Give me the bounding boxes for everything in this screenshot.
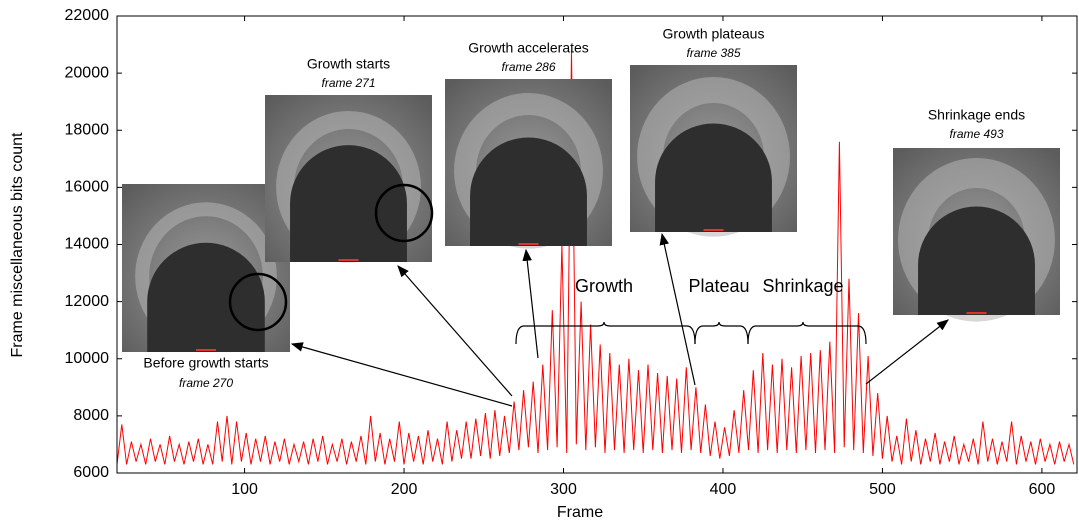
annotation-frame: frame 271 bbox=[321, 76, 375, 90]
annotation-title: Growth plateaus bbox=[663, 26, 765, 42]
annotation-frame: frame 270 bbox=[179, 376, 233, 390]
annotation-title: Growth starts bbox=[307, 56, 390, 72]
overlays: Before growth starts frame 270 Growth star… bbox=[122, 26, 1060, 407]
inset-image bbox=[893, 148, 1060, 322]
y-tick-label: 6000 bbox=[73, 464, 109, 481]
highlight-circle bbox=[374, 183, 434, 243]
x-tick-label: 600 bbox=[1029, 481, 1056, 498]
y-tick-label: 14000 bbox=[65, 236, 110, 253]
annotation-frame: frame 286 bbox=[501, 60, 555, 74]
annotation-title: Shrinkage ends bbox=[928, 107, 1025, 123]
x-tick-label: 500 bbox=[869, 481, 896, 498]
x-tick-label: 200 bbox=[391, 481, 418, 498]
inset-image bbox=[122, 184, 290, 352]
brace bbox=[694, 321, 749, 345]
highlight-circle bbox=[228, 272, 288, 332]
x-tick-label: 300 bbox=[550, 481, 577, 498]
y-tick-label: 22000 bbox=[65, 7, 110, 24]
inset-tip bbox=[655, 123, 772, 232]
axes-frame bbox=[116, 15, 1078, 474]
plot-area: 6000 8000 10000 12000 14000 16000 18000 20000 22… bbox=[65, 7, 1077, 498]
inset-image bbox=[630, 65, 797, 237]
annotation-title: Before growth starts bbox=[143, 355, 268, 371]
x-tick-label: 100 bbox=[231, 481, 258, 498]
y-axis-label: Frame miscellaneous bits count bbox=[9, 132, 26, 358]
data-line bbox=[116, 50, 1075, 465]
brace bbox=[515, 321, 696, 345]
phase-label: Shrinkage bbox=[762, 276, 843, 296]
arrow bbox=[290, 342, 513, 407]
arrow bbox=[659, 232, 696, 386]
annotation-frame: frame 493 bbox=[949, 127, 1003, 141]
arrow bbox=[522, 248, 539, 359]
inset-image bbox=[265, 95, 434, 263]
annotation-title: Growth accelerates bbox=[468, 40, 589, 56]
arrow bbox=[397, 265, 513, 397]
y-tick-label: 16000 bbox=[65, 179, 110, 196]
y-tick-label: 18000 bbox=[65, 121, 110, 138]
y-tick-label: 8000 bbox=[73, 407, 109, 424]
x-axis-label: Frame bbox=[557, 504, 603, 521]
arrow bbox=[865, 319, 949, 385]
y-tick-label: 10000 bbox=[65, 350, 110, 367]
inset-image bbox=[445, 79, 612, 249]
annotation-frame: frame 385 bbox=[686, 46, 740, 60]
phase-label: Plateau bbox=[688, 276, 749, 296]
inset-tip bbox=[147, 242, 265, 352]
x-tick-label: 400 bbox=[710, 481, 737, 498]
inset-tip bbox=[918, 206, 1035, 315]
inset-tip bbox=[290, 145, 407, 262]
brace bbox=[747, 321, 867, 345]
inset-tip bbox=[470, 137, 587, 246]
y-tick-label: 20000 bbox=[65, 64, 110, 81]
y-tick-label: 12000 bbox=[65, 293, 110, 310]
phase-label: Growth bbox=[575, 276, 633, 296]
